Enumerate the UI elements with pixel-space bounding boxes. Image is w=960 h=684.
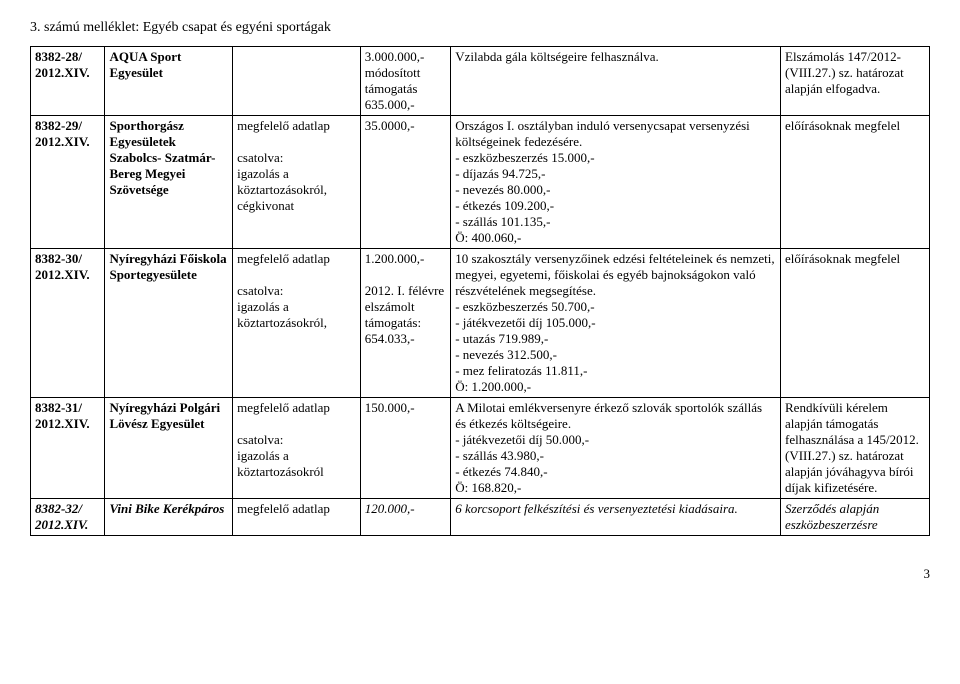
cell-purpose: A Milotai emlékversenyre érkező szlovák … (451, 398, 781, 499)
cell-purpose: Vzilabda gála költségeire felhasználva. (451, 47, 781, 116)
cell-note: előírásoknak megfelel (781, 249, 930, 398)
cell-code: 8382-31/ 2012.XIV. (31, 398, 105, 499)
cell-attach: megfelelő adatlap csatolva: igazolás a k… (233, 249, 361, 398)
cell-attach: megfelelő adatlap csatolva: igazolás a k… (233, 398, 361, 499)
table-row: 8382-30/ 2012.XIV. Nyíregyházi Főiskola … (31, 249, 930, 398)
cell-org: Nyíregyházi Főiskola Sportegyesülete (105, 249, 233, 398)
cell-purpose: Országos I. osztályban induló versenycsa… (451, 116, 781, 249)
cell-purpose: 6 korcsoport felkészítési és versenyezte… (451, 499, 781, 536)
cell-amount: 120.000,- (360, 499, 450, 536)
cell-note: Rendkívüli kérelem alapján támogatás fel… (781, 398, 930, 499)
cell-purpose: 10 szakosztály versenyzőinek edzési felt… (451, 249, 781, 398)
page-number: 3 (30, 566, 930, 582)
table-row: 8382-31/ 2012.XIV. Nyíregyházi Polgári L… (31, 398, 930, 499)
cell-attach: megfelelő adatlap csatolva: igazolás a k… (233, 116, 361, 249)
cell-org: Nyíregyházi Polgári Lövész Egyesület (105, 398, 233, 499)
cell-org: AQUA Sport Egyesület (105, 47, 233, 116)
cell-org: Sporthorgász Egyesületek Szabolcs- Szatm… (105, 116, 233, 249)
cell-org: Vini Bike Kerékpáros (105, 499, 233, 536)
cell-code: 8382-29/ 2012.XIV. (31, 116, 105, 249)
cell-code: 8382-32/ 2012.XIV. (31, 499, 105, 536)
cell-note: Szerződés alapján eszközbeszerzésre (781, 499, 930, 536)
data-table: 8382-28/ 2012.XIV. AQUA Sport Egyesület … (30, 46, 930, 536)
cell-amount: 150.000,- (360, 398, 450, 499)
cell-code: 8382-30/ 2012.XIV. (31, 249, 105, 398)
cell-amount: 1.200.000,- 2012. I. félévre elszámolt t… (360, 249, 450, 398)
cell-amount: 3.000.000,- módosított támogatás 635.000… (360, 47, 450, 116)
cell-note: Elszámolás 147/2012- (VIII.27.) sz. hatá… (781, 47, 930, 116)
document-title: 3. számú melléklet: Egyéb csapat és egyé… (30, 20, 930, 36)
cell-attach (233, 47, 361, 116)
cell-code: 8382-28/ 2012.XIV. (31, 47, 105, 116)
table-row: 8382-28/ 2012.XIV. AQUA Sport Egyesület … (31, 47, 930, 116)
cell-attach: megfelelő adatlap (233, 499, 361, 536)
table-row: 8382-32/ 2012.XIV. Vini Bike Kerékpáros … (31, 499, 930, 536)
cell-note: előírásoknak megfelel (781, 116, 930, 249)
table-row: 8382-29/ 2012.XIV. Sporthorgász Egyesüle… (31, 116, 930, 249)
cell-amount: 35.0000,- (360, 116, 450, 249)
